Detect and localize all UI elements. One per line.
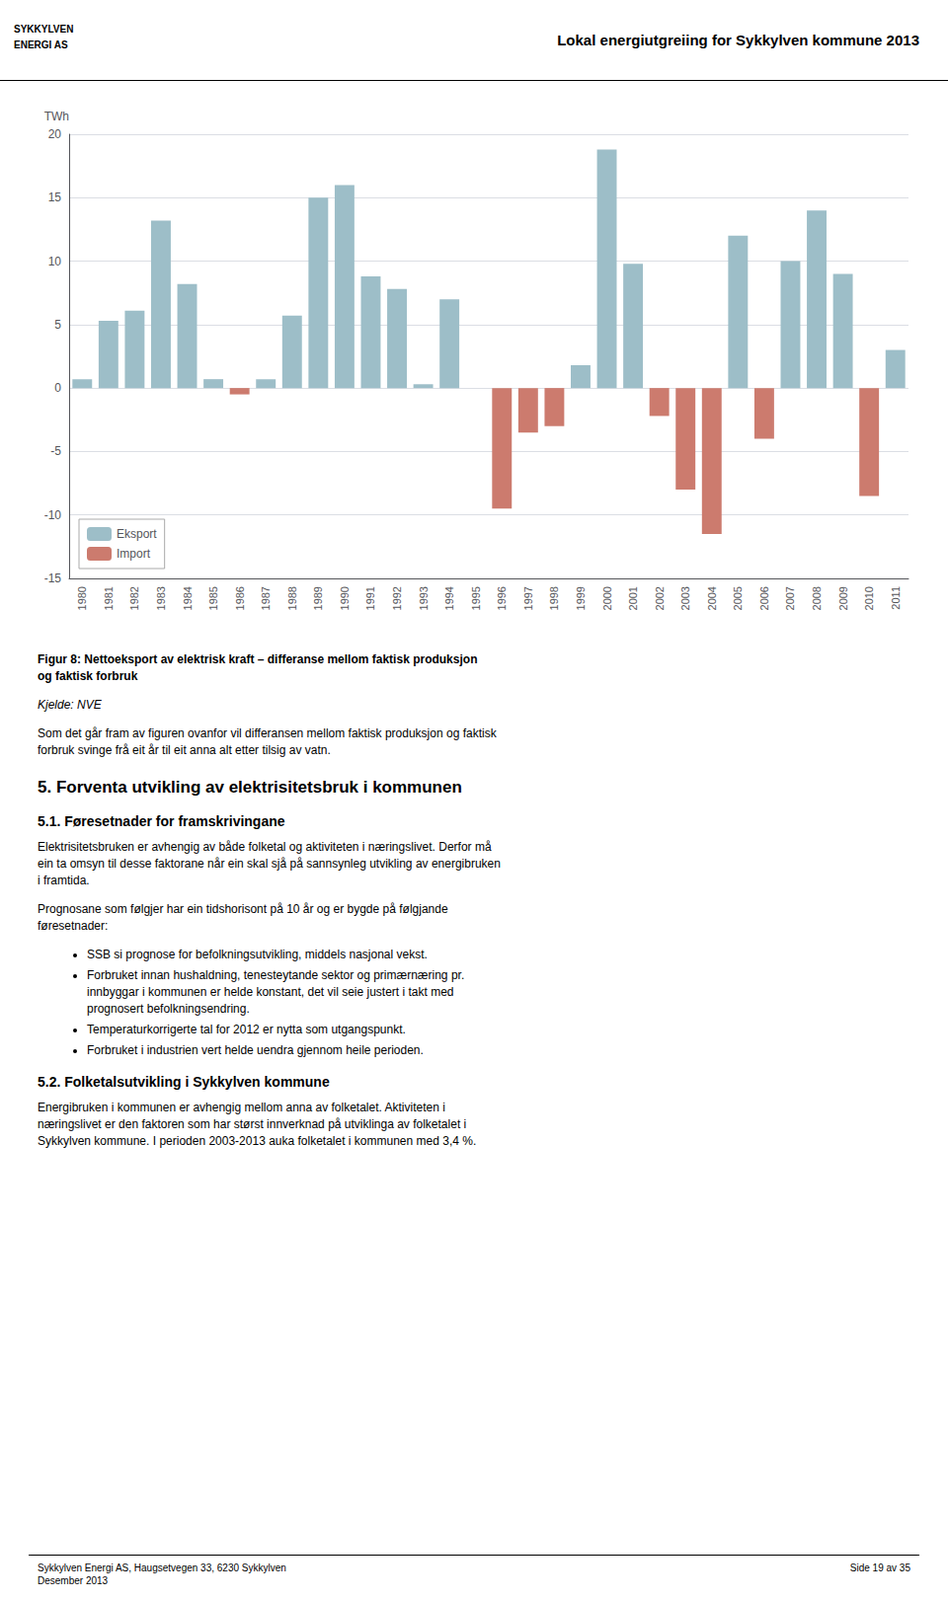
html-text:Forbruket innan hushaldning, t: Forbruket innan hushaldning, tenesteytan… bbox=[86, 968, 465, 1017]
svg-text:1996: 1996 bbox=[495, 586, 508, 611]
svg-text:2003: 2003 bbox=[679, 586, 692, 611]
svg-text:2000: 2000 bbox=[601, 586, 614, 611]
svg-text:-15: -15 bbox=[44, 571, 63, 586]
svg-text:2008: 2008 bbox=[810, 586, 823, 611]
svg-text:-10: -10 bbox=[44, 508, 63, 523]
svg-text:2001: 2001 bbox=[627, 586, 639, 611]
html-text:Temperaturkorrigerte tal for 2: Temperaturkorrigerte tal for 2012 er nyt… bbox=[86, 1023, 406, 1037]
svg-text:2006: 2006 bbox=[758, 586, 771, 611]
svg-text:1989: 1989 bbox=[312, 586, 324, 611]
svg-text:Import: Import bbox=[116, 547, 152, 561]
svg-text:Eksport: Eksport bbox=[116, 527, 158, 542]
svg-text:1992: 1992 bbox=[391, 586, 403, 611]
html-text:Som det går fram av figuren ov: Som det går fram av figuren ovanfor vil … bbox=[37, 726, 497, 758]
html-text:Forbruket i industrien vert he: Forbruket i industrien vert helde uendra… bbox=[86, 1043, 424, 1058]
html-text:Prognosane som følgjer har ein: Prognosane som følgjer har ein tidshoris… bbox=[37, 902, 448, 934]
svg-text:10: 10 bbox=[48, 254, 63, 269]
svg-text:1995: 1995 bbox=[470, 586, 482, 611]
html-text:Elektrisitetsbruken er avhengi: Elektrisitetsbruken er avhengig av både … bbox=[37, 840, 501, 888]
html-text:Energibruken i kommunen er avh: Energibruken i kommunen er avhengig mell… bbox=[37, 1101, 477, 1149]
svg-text:TWh: TWh bbox=[44, 109, 70, 124]
svg-text:1988: 1988 bbox=[286, 586, 299, 611]
html-text:Kjelde: NVE: Kjelde: NVE bbox=[37, 698, 102, 712]
svg-text:1985: 1985 bbox=[207, 586, 220, 611]
svg-text:1990: 1990 bbox=[338, 586, 351, 611]
svg-text:1987: 1987 bbox=[259, 586, 272, 611]
svg-text:-5: -5 bbox=[50, 444, 62, 459]
svg-text:1999: 1999 bbox=[574, 586, 587, 611]
html-text:Sykkylven Energi AS, Haugsetve: Sykkylven Energi AS, Haugsetvegen 33, 62… bbox=[37, 1563, 287, 1587]
svg-text:1998: 1998 bbox=[548, 586, 560, 611]
svg-text:2002: 2002 bbox=[653, 586, 666, 611]
html-text:SSB si prognose for befolkning: SSB si prognose for befolkningsutvikling… bbox=[86, 948, 428, 962]
svg-text:2009: 2009 bbox=[837, 586, 850, 611]
html-text:5.1. Føresetnader for framskri: 5.1. Føresetnader for framskrivingane bbox=[37, 813, 285, 830]
svg-text:1983: 1983 bbox=[155, 586, 167, 611]
svg-text:0: 0 bbox=[54, 381, 62, 395]
svg-text:5: 5 bbox=[54, 317, 62, 332]
svg-text:1982: 1982 bbox=[128, 586, 141, 611]
svg-text:2004: 2004 bbox=[706, 586, 718, 611]
svg-text:2011: 2011 bbox=[889, 586, 902, 611]
html-text:Figur 8: Nettoeksport av elekt: Figur 8: Nettoeksport av elektrisk kraft… bbox=[37, 652, 478, 684]
svg-text:15: 15 bbox=[48, 190, 63, 205]
html-text:Lokal energiutgreiing for Sykk: Lokal energiutgreiing for Sykkylven komm… bbox=[557, 31, 920, 49]
svg-text:1986: 1986 bbox=[234, 586, 246, 611]
svg-text:1991: 1991 bbox=[364, 586, 377, 611]
svg-text:2007: 2007 bbox=[784, 586, 796, 611]
svg-text:1994: 1994 bbox=[443, 586, 456, 611]
svg-text:1980: 1980 bbox=[76, 586, 88, 611]
svg-text:2010: 2010 bbox=[863, 586, 875, 611]
html-text:5.2. Folketalsutvikling i Sykk: 5.2. Folketalsutvikling i Sykkylven komm… bbox=[37, 1074, 330, 1091]
html-text:Side 19 av 35: Side 19 av 35 bbox=[850, 1563, 911, 1575]
svg-text:20: 20 bbox=[48, 127, 63, 142]
svg-text:1981: 1981 bbox=[102, 586, 115, 611]
html-text:5. Forventa utvikling av elekt: 5. Forventa utvikling av elektrisitetsbr… bbox=[37, 778, 463, 797]
svg-text:1993: 1993 bbox=[417, 586, 430, 611]
svg-text:2005: 2005 bbox=[731, 586, 744, 611]
html-text:SYKKYLVEN ENERGI AS: SYKKYLVEN ENERGI AS bbox=[13, 23, 74, 51]
svg-text:1984: 1984 bbox=[181, 586, 194, 611]
svg-text:1997: 1997 bbox=[522, 586, 535, 611]
